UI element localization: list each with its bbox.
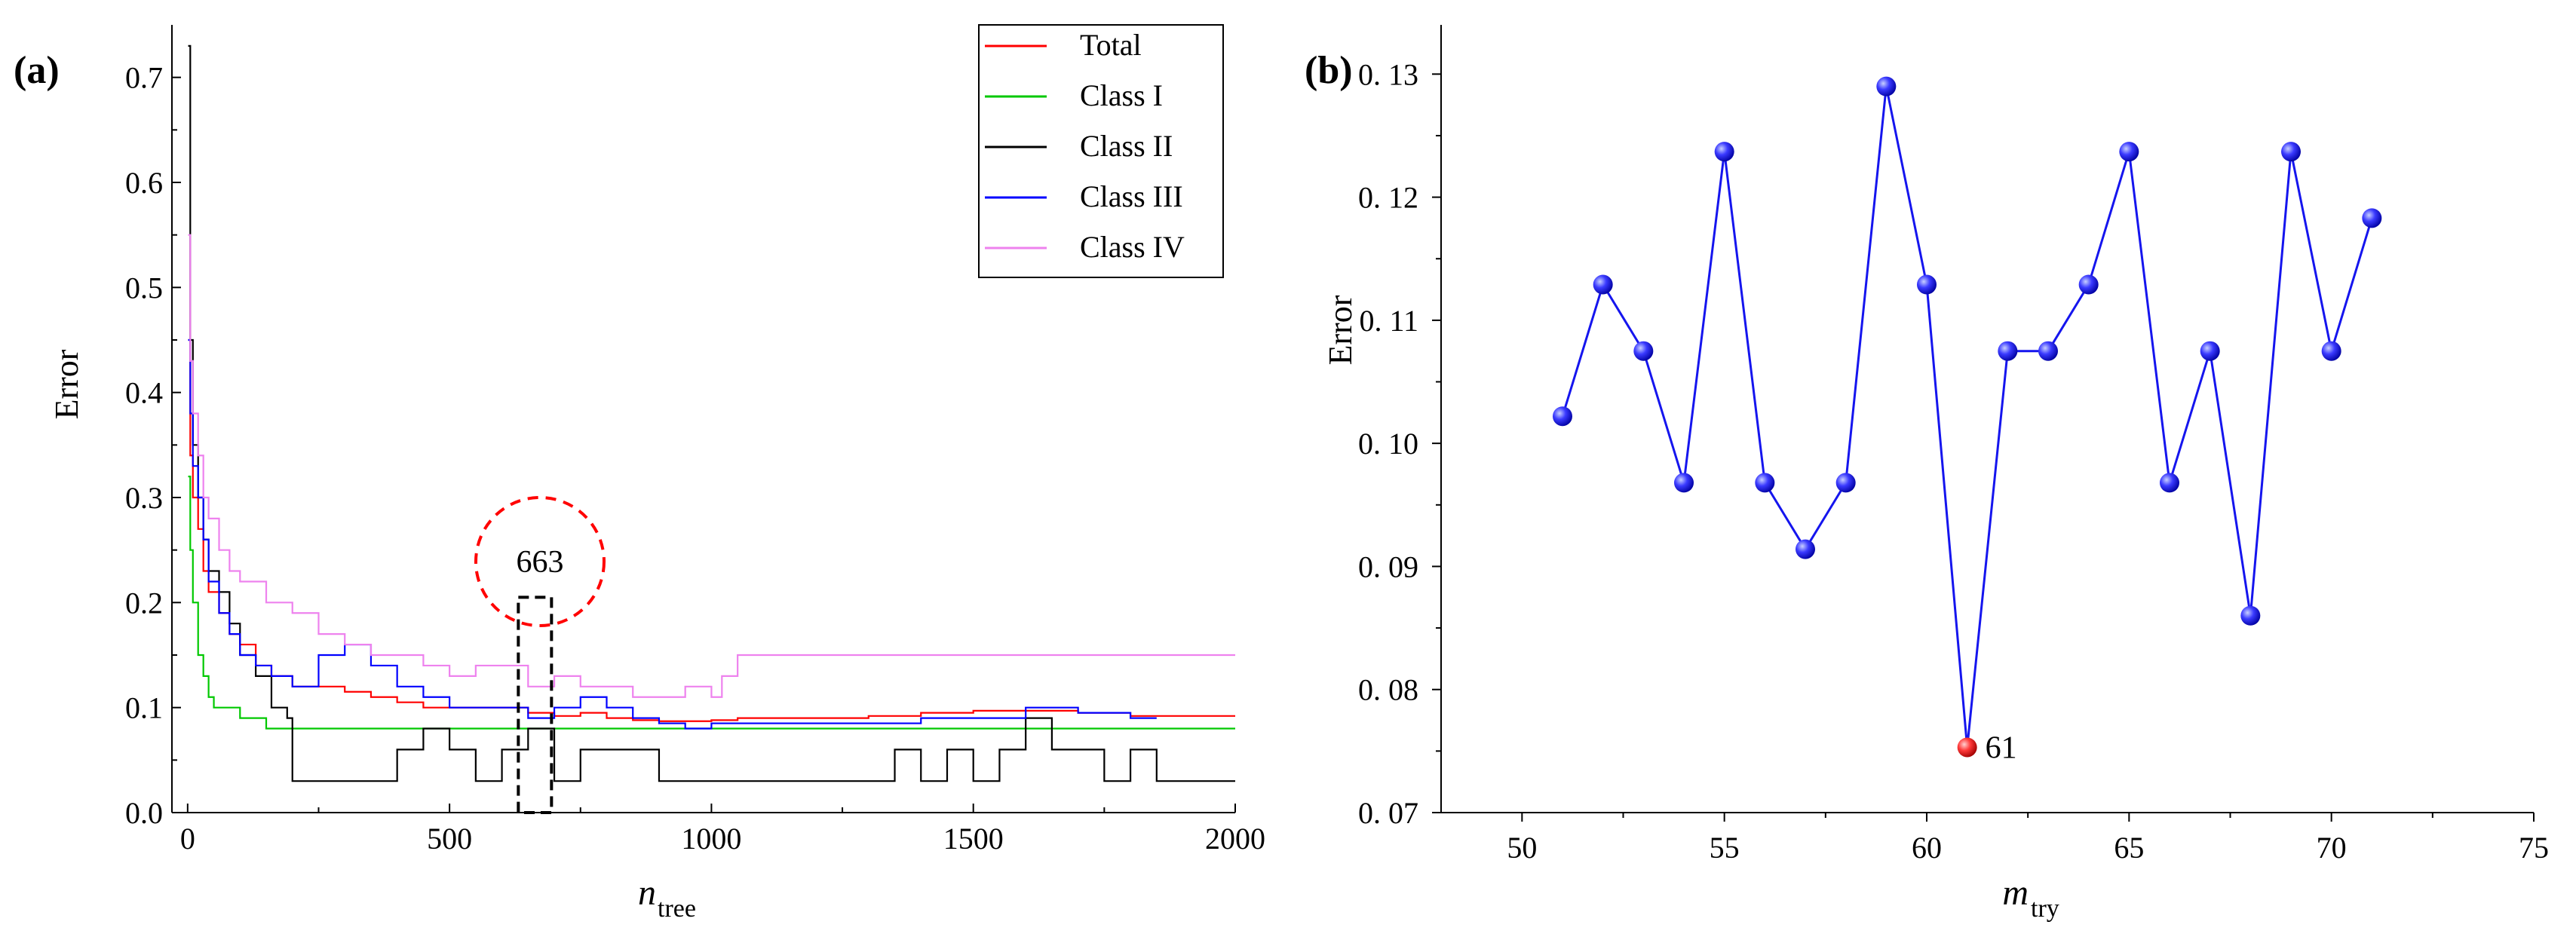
x-tick-label: 65 <box>2114 831 2144 865</box>
data-point <box>2160 473 2179 493</box>
data-point <box>2281 142 2301 162</box>
annotation-label: 663 <box>517 545 564 580</box>
x-tick-label: 1000 <box>681 822 741 856</box>
x-tick-label: 0 <box>180 822 195 856</box>
data-point <box>1876 76 1897 96</box>
data-point <box>1553 406 1572 427</box>
x-axis-title-sub: try <box>2031 895 2059 923</box>
data-point <box>1998 341 2018 361</box>
series-line-error <box>1561 86 2373 748</box>
data-point <box>2078 274 2099 295</box>
data-point <box>1593 274 1613 295</box>
data-point <box>2321 341 2341 361</box>
y-tick-label: 0.1 <box>125 691 163 725</box>
y-tick-label: 0. 07 <box>1358 796 1418 830</box>
x-tick-label: 500 <box>427 822 472 856</box>
data-point <box>2240 605 2261 626</box>
x-axis-title-main: m <box>2002 873 2029 913</box>
data-point <box>1674 473 1694 493</box>
highlight-point <box>1957 737 1977 758</box>
data-point <box>1755 473 1775 493</box>
y-tick-label: 0. 11 <box>1359 304 1418 338</box>
x-tick-label: 75 <box>2519 831 2549 865</box>
data-point <box>2119 142 2139 162</box>
data-point <box>1633 341 1654 361</box>
y-axis-title: Error <box>1322 295 1359 365</box>
x-tick-label: 60 <box>1912 831 1942 865</box>
x-axis-title-main: n <box>638 873 656 913</box>
panel-b: 0. 07 0. 08 0. 09 0. 10 0. 11 0. 12 0. 13 50 55 6… <box>1305 25 2549 923</box>
series-line-class-iv <box>188 234 1235 698</box>
y-tick-label: 0.6 <box>125 166 163 200</box>
y-tick-label: 0. 12 <box>1358 181 1418 215</box>
data-point <box>2200 341 2220 361</box>
data-point <box>2038 341 2058 361</box>
x-tick-label: 55 <box>1710 831 1740 865</box>
y-axis-title: Error <box>48 349 85 419</box>
y-tick-label: 0.3 <box>125 481 163 515</box>
annotation-box <box>517 595 554 814</box>
y-tick-label: 0. 13 <box>1358 57 1418 91</box>
legend-label: Class IV <box>1080 230 1185 264</box>
y-tick-label: 0.7 <box>125 61 163 95</box>
legend-label: Class III <box>1080 179 1183 213</box>
legend-label: Class II <box>1080 129 1173 163</box>
series-line-class-iii <box>188 338 1157 730</box>
y-tick-label: 0. 09 <box>1358 550 1418 583</box>
panel-a: 0.0 0.1 0.2 0.3 0.4 0.5 0.6 0.7 0 500 1000 1500 2000… <box>14 24 1265 923</box>
data-point <box>1796 539 1815 559</box>
annotation-circle <box>474 496 606 627</box>
data-point <box>1835 473 1856 493</box>
data-point <box>1714 142 1734 162</box>
y-tick-label: 0.5 <box>125 271 163 305</box>
y-tick-label: 0.4 <box>125 376 163 410</box>
y-tick-label: 0.2 <box>125 586 163 620</box>
y-tick-label: 0. 10 <box>1358 427 1418 461</box>
y-tick-label: 0. 08 <box>1358 673 1418 707</box>
data-point <box>1917 274 1937 295</box>
data-point <box>2362 208 2382 228</box>
legend-label: Class I <box>1080 78 1163 112</box>
x-tick-label: 70 <box>2317 831 2347 865</box>
series-line-total <box>188 338 1235 722</box>
x-tick-label: 50 <box>1507 831 1537 865</box>
panel-label-b: (b) <box>1305 49 1353 92</box>
x-tick-label: 2000 <box>1205 822 1265 856</box>
x-tick-label: 1500 <box>943 822 1004 856</box>
y-tick-label: 0.0 <box>125 796 163 830</box>
legend-box <box>978 24 1224 278</box>
legend-label: Total <box>1080 28 1142 62</box>
series-line-class-i <box>188 476 1235 730</box>
panel-label-a: (a) <box>14 49 60 92</box>
x-axis-title-sub: tree <box>658 895 696 923</box>
highlight-label: 61 <box>1986 730 2017 765</box>
